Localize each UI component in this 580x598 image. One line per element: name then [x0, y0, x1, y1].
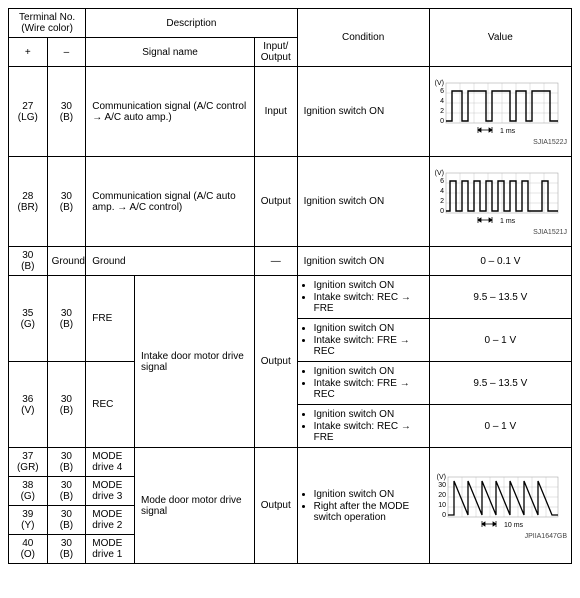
cell-intake-c4: Ignition switch ONIntake switch: REC → F…	[297, 405, 429, 448]
cell-t38: 38 (G)	[9, 477, 48, 506]
cell-intake-v4: 0 – 1 V	[429, 405, 571, 448]
svg-text:20: 20	[438, 492, 446, 499]
cell-cond28: Ignition switch ON	[297, 157, 429, 247]
cell-intake-c3: Ignition switch ONIntake switch: FRE → R…	[297, 362, 429, 405]
cell-intake-sig: Intake door motor drive signal	[135, 276, 255, 448]
cell-m37: 30 (B)	[47, 448, 86, 477]
hdr-wire-color: (Wire color)	[21, 23, 73, 34]
cell-mode-cond: Ignition switch ONRight after the MODE s…	[297, 448, 429, 564]
svg-text:6: 6	[440, 178, 444, 185]
cell-m35: 30 (B)	[47, 276, 86, 362]
cell-t36: 36 (V)	[9, 362, 48, 448]
cell-sig30: Ground	[86, 247, 255, 276]
cell-cond27: Ignition switch ON	[297, 67, 429, 157]
cell-mode39: MODE drive 2	[86, 506, 135, 535]
cell-mode35: FRE	[86, 276, 135, 362]
hdr-io: Input/ Output	[254, 38, 297, 67]
cell-mode-val: (V) 30 20 10 0 10 ms	[429, 448, 571, 564]
svg-text:0: 0	[440, 118, 444, 125]
cell-cond30: Ignition switch ON	[297, 247, 429, 276]
cell-m30: Ground	[47, 247, 86, 276]
cell-m39: 30 (B)	[47, 506, 86, 535]
hdr-terminal-no: Terminal No.	[19, 12, 75, 23]
hdr-condition: Condition	[297, 9, 429, 67]
cell-val27: (V) 6 4 2 0 1 ms	[429, 67, 571, 157]
cell-val28: (V) 6 4 2 0 1 ms	[429, 157, 571, 247]
svg-text:(V): (V)	[434, 80, 443, 87]
hdr-plus: +	[9, 38, 48, 67]
cell-m28: 30 (B)	[47, 157, 86, 247]
svg-text:10 ms: 10 ms	[504, 522, 524, 529]
cell-t35: 35 (G)	[9, 276, 48, 362]
cell-m36: 30 (B)	[47, 362, 86, 448]
cell-mode-sig: Mode door motor drive signal	[135, 448, 255, 564]
cell-io28: Output	[254, 157, 297, 247]
hdr-terminal: Terminal No. (Wire color)	[9, 9, 86, 38]
waveform-mode: (V) 30 20 10 0 10 ms	[432, 471, 562, 533]
cell-m40: 30 (B)	[47, 535, 86, 564]
cell-sig28: Communication signal (A/C auto amp. → A/…	[86, 157, 255, 247]
svg-text:6: 6	[440, 88, 444, 95]
cell-val30: 0 – 0.1 V	[429, 247, 571, 276]
cell-io27: Input	[254, 67, 297, 157]
hdr-minus: –	[47, 38, 86, 67]
cell-t30: 30 (B)	[9, 247, 48, 276]
hdr-signal: Signal name	[86, 38, 255, 67]
svg-text:2: 2	[440, 108, 444, 115]
cell-t40: 40 (O)	[9, 535, 48, 564]
cell-intake-io: Output	[254, 276, 297, 448]
cell-io30: —	[254, 247, 297, 276]
svg-text:(V): (V)	[436, 474, 445, 481]
cell-mode36: REC	[86, 362, 135, 448]
cell-t27: 27 (LG)	[9, 67, 48, 157]
cell-mode37: MODE drive 4	[86, 448, 135, 477]
cell-intake-c2: Ignition switch ONIntake switch: FRE → R…	[297, 319, 429, 362]
wave-id-28: SJIA1521J	[432, 229, 569, 236]
cell-mode-io: Output	[254, 448, 297, 564]
cell-mode40: MODE drive 1	[86, 535, 135, 564]
hdr-value: Value	[429, 9, 571, 67]
waveform-27: (V) 6 4 2 0 1 ms	[432, 77, 562, 139]
svg-text:0: 0	[440, 208, 444, 215]
svg-text:30: 30	[438, 482, 446, 489]
cell-mode38: MODE drive 3	[86, 477, 135, 506]
svg-text:4: 4	[440, 98, 444, 105]
cell-intake-c1: Ignition switch ONIntake switch: REC → F…	[297, 276, 429, 319]
svg-text:10: 10	[438, 502, 446, 509]
cell-m27: 30 (B)	[47, 67, 86, 157]
svg-text:4: 4	[440, 188, 444, 195]
cell-intake-v1: 9.5 – 13.5 V	[429, 276, 571, 319]
cell-intake-v3: 9.5 – 13.5 V	[429, 362, 571, 405]
svg-text:1 ms: 1 ms	[500, 218, 516, 225]
wave-id-mode: JPIIA1647GB	[432, 533, 569, 540]
hdr-description: Description	[86, 9, 297, 38]
cell-m38: 30 (B)	[47, 477, 86, 506]
cell-intake-v2: 0 – 1 V	[429, 319, 571, 362]
cell-t28: 28 (BR)	[9, 157, 48, 247]
waveform-28: (V) 6 4 2 0 1 ms	[432, 167, 562, 229]
cell-sig27: Communication signal (A/C control → A/C …	[86, 67, 255, 157]
wave-id-27: SJIA1522J	[432, 139, 569, 146]
cell-t37: 37 (GR)	[9, 448, 48, 477]
svg-text:2: 2	[440, 198, 444, 205]
cell-t39: 39 (Y)	[9, 506, 48, 535]
svg-text:(V): (V)	[434, 170, 443, 177]
svg-text:1 ms: 1 ms	[500, 128, 516, 135]
svg-text:0: 0	[442, 512, 446, 519]
reference-table: Terminal No. (Wire color) Description Co…	[8, 8, 572, 564]
